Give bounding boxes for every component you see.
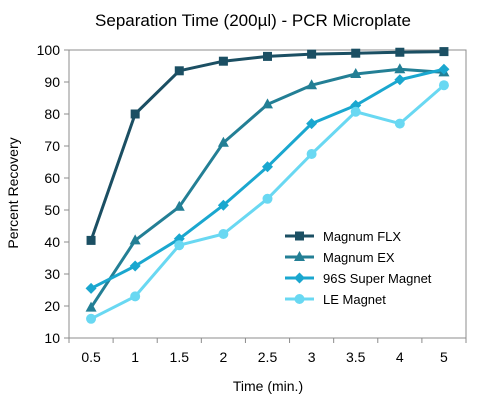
- data-point: [263, 51, 272, 61]
- data-point: [130, 109, 140, 119]
- y-tick-label: 70: [44, 138, 60, 154]
- data-point: [438, 80, 449, 91]
- x-tick-label: 1.5: [170, 349, 190, 365]
- data-point: [307, 49, 317, 59]
- x-tick-label: 2: [219, 349, 227, 365]
- y-tick-label: 80: [44, 106, 60, 122]
- data-point: [395, 47, 405, 57]
- y-tick-label: 50: [44, 202, 60, 218]
- data-point: [85, 301, 97, 312]
- x-tick-label: 3.5: [346, 349, 366, 365]
- data-point: [86, 235, 96, 245]
- series-line: [89, 50, 444, 241]
- x-tick-label: 2.5: [258, 349, 278, 365]
- legend-item: Magnum FLX: [285, 229, 401, 244]
- data-point: [129, 234, 141, 245]
- data-point: [174, 66, 184, 76]
- legend-label: Magnum EX: [323, 250, 395, 265]
- x-tick-label: 5: [440, 349, 448, 365]
- x-tick-label: 0.5: [81, 349, 101, 365]
- data-point: [394, 118, 405, 129]
- data-point: [351, 48, 361, 58]
- data-point: [306, 118, 318, 130]
- legend-item: 96S Super Magnet: [285, 271, 432, 286]
- legend: Magnum FLX Magnum EX 96S Super Magnet LE Ma…: [285, 229, 432, 307]
- y-tick-label: 90: [44, 74, 60, 90]
- y-tick-label: 60: [44, 170, 60, 186]
- y-tick-label: 10: [44, 330, 60, 346]
- series-group: [85, 47, 450, 324]
- legend-item: Magnum EX: [285, 250, 395, 265]
- data-point: [306, 79, 318, 90]
- legend-marker: [294, 251, 305, 261]
- data-point: [85, 282, 97, 294]
- data-point: [86, 313, 97, 324]
- data-point: [218, 229, 229, 239]
- series-magnum-flx: [86, 47, 449, 245]
- series-le-magnet: [86, 80, 449, 324]
- y-tick-label: 30: [44, 266, 60, 282]
- data-point: [439, 47, 449, 57]
- legend-label: 96S Super Magnet: [323, 271, 432, 286]
- y-axis-label: Percent Recovery: [5, 137, 21, 248]
- legend-item: LE Magnet: [285, 292, 386, 307]
- data-point: [174, 240, 185, 251]
- x-axis-label: Time (min.): [233, 378, 303, 394]
- legend-marker: [295, 231, 304, 241]
- data-point: [217, 199, 229, 211]
- data-point: [217, 136, 229, 147]
- legend-marker: [294, 272, 305, 284]
- legend-marker: [294, 294, 305, 304]
- x-tick-label: 3: [308, 349, 316, 365]
- data-point: [438, 63, 450, 75]
- legend-label: LE Magnet: [323, 292, 386, 307]
- series-96s-super-magnet: [85, 63, 450, 294]
- data-point: [173, 200, 185, 211]
- legend-label: Magnum FLX: [323, 229, 401, 244]
- x-tick-label: 4: [396, 349, 404, 365]
- data-point: [350, 68, 362, 78]
- data-point: [218, 56, 228, 66]
- data-point: [262, 98, 273, 109]
- plot-area-border: [68, 49, 467, 339]
- data-point: [394, 74, 406, 86]
- data-point: [262, 193, 273, 204]
- y-tick-label: 40: [44, 234, 60, 250]
- data-point: [130, 291, 141, 302]
- chart-title: Separation Time (200µl) - PCR Microplate: [95, 11, 411, 30]
- data-point: [306, 149, 317, 159]
- y-tick-label: 20: [44, 298, 60, 314]
- series-magnum-ex: [85, 63, 450, 312]
- axes: 10 20 30 40 50 60 70 80 90 100 0.5 1 1.5 2 2.5 3 3.5 4 5: [37, 42, 467, 365]
- x-tick-label: 1: [131, 349, 139, 365]
- data-point: [350, 106, 361, 117]
- data-point: [394, 63, 406, 74]
- data-point: [129, 260, 141, 272]
- y-tick-label: 100: [37, 42, 61, 58]
- data-point: [262, 161, 273, 173]
